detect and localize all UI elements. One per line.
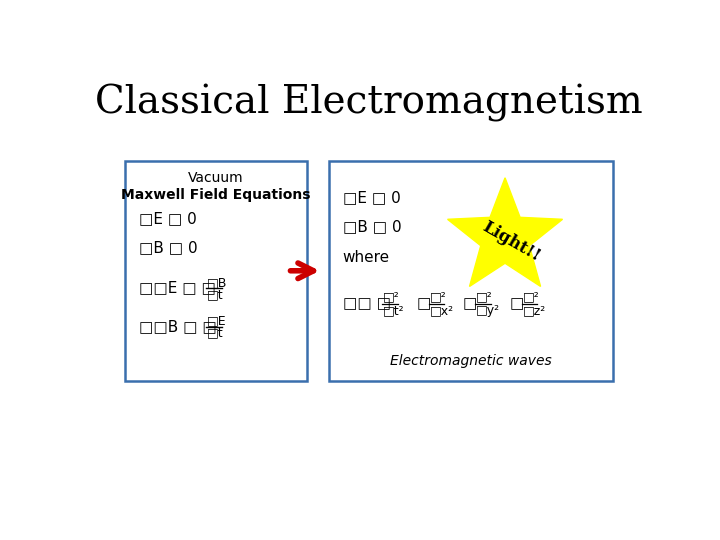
Text: □t²: □t² (383, 304, 405, 317)
Text: □: □ (509, 296, 523, 311)
Text: Electromagnetic waves: Electromagnetic waves (390, 354, 552, 368)
FancyBboxPatch shape (329, 161, 613, 381)
Text: □²: □² (429, 290, 446, 303)
Text: □B □ 0: □B □ 0 (343, 219, 401, 234)
Text: □²: □² (523, 290, 539, 303)
Text: Maxwell Field Equations: Maxwell Field Equations (121, 188, 311, 202)
Polygon shape (448, 178, 562, 286)
Text: Classical Electromagnetism: Classical Electromagnetism (95, 84, 643, 122)
Text: □x²: □x² (429, 304, 454, 317)
Text: □B □ 0: □B □ 0 (139, 240, 197, 255)
Text: □t: □t (207, 288, 224, 301)
Text: □E □ 0: □E □ 0 (139, 211, 197, 226)
Text: Vacuum: Vacuum (188, 171, 244, 185)
Text: □□E □ □: □□E □ □ (139, 281, 216, 295)
Text: □□B □ □: □□B □ □ (139, 319, 217, 334)
Text: □: □ (416, 296, 431, 311)
Text: □B: □B (207, 276, 228, 289)
Text: □□ □: □□ □ (343, 296, 391, 311)
Text: □: □ (463, 296, 477, 311)
Text: □²: □² (476, 290, 492, 303)
FancyBboxPatch shape (125, 161, 307, 381)
Text: □y²: □y² (476, 304, 500, 317)
Text: □E: □E (207, 315, 227, 328)
Text: Light!!: Light!! (480, 218, 544, 265)
Text: □z²: □z² (523, 304, 546, 317)
Text: where: where (343, 250, 390, 265)
Text: □²: □² (383, 290, 400, 303)
Text: □t: □t (207, 326, 224, 339)
Text: □E □ 0: □E □ 0 (343, 191, 400, 206)
